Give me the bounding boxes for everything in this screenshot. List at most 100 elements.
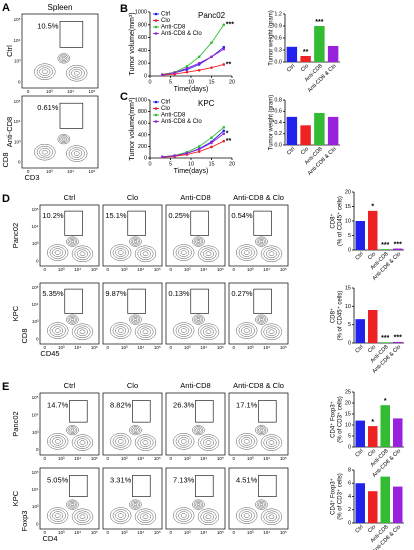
row-label: Ctrl bbox=[5, 45, 14, 57]
y-tick-label: 10⁴ bbox=[32, 302, 39, 307]
point bbox=[185, 65, 189, 68]
y-tick-label: 0.8 bbox=[274, 97, 282, 103]
panel-letter: A bbox=[2, 2, 10, 14]
x-tick-label: Ctrl bbox=[354, 344, 364, 354]
annotation: * bbox=[384, 398, 387, 405]
bar bbox=[286, 116, 298, 145]
series-line bbox=[162, 46, 225, 76]
contour bbox=[238, 246, 255, 259]
contour bbox=[137, 325, 154, 339]
x-tick-label: 0 bbox=[232, 530, 235, 535]
bar bbox=[380, 476, 390, 523]
legend-label: Ctrl bbox=[161, 100, 170, 106]
contour bbox=[236, 244, 258, 261]
contour bbox=[180, 439, 187, 444]
gate bbox=[59, 21, 84, 48]
contour bbox=[66, 499, 79, 510]
x-tick-label: 10⁴ bbox=[263, 456, 270, 461]
contour bbox=[205, 514, 212, 520]
x-tick-label: 10³ bbox=[247, 345, 254, 350]
contour bbox=[255, 236, 268, 247]
gate bbox=[253, 210, 272, 236]
y-tick-label: 10⁴ bbox=[14, 119, 21, 124]
x-tick-label: 20 bbox=[229, 79, 235, 85]
x-tick-label: 0 bbox=[169, 267, 172, 272]
contour bbox=[263, 247, 280, 261]
contour bbox=[134, 323, 157, 341]
y-axis-label: Tumor volume(mm³) bbox=[129, 12, 136, 75]
contour bbox=[180, 250, 187, 255]
bar bbox=[393, 248, 403, 250]
flow-x-label: CD4 bbox=[42, 534, 57, 543]
contour bbox=[79, 329, 86, 335]
contour bbox=[203, 327, 214, 337]
point bbox=[197, 145, 201, 148]
y-tick-label: 0 bbox=[348, 340, 351, 346]
contour bbox=[70, 503, 75, 507]
y-tick-label: 15 bbox=[345, 204, 351, 210]
row-label: Panc02 bbox=[11, 223, 20, 248]
contour bbox=[142, 514, 149, 520]
contour bbox=[192, 236, 205, 247]
series-line bbox=[162, 133, 225, 158]
point bbox=[222, 132, 226, 135]
legend-marker bbox=[154, 25, 158, 29]
column-header: Ctrl bbox=[64, 381, 76, 390]
contour bbox=[115, 326, 127, 335]
y-tick-label: 0.6 bbox=[274, 35, 282, 41]
legend-marker bbox=[154, 107, 158, 110]
contour bbox=[129, 236, 142, 247]
contour bbox=[66, 145, 88, 162]
y-tick-label: 0 bbox=[348, 520, 351, 526]
y-tick-label: 600 bbox=[138, 121, 147, 127]
x-tick-label: 0 bbox=[232, 345, 235, 350]
point bbox=[222, 125, 226, 129]
contour bbox=[67, 500, 78, 509]
bar bbox=[380, 342, 390, 343]
contour bbox=[110, 433, 132, 450]
bar bbox=[393, 341, 403, 343]
contour bbox=[200, 436, 217, 449]
legend-label: Anti-CD8 & Clo bbox=[161, 31, 202, 37]
annotation: *** bbox=[394, 241, 402, 248]
contour bbox=[258, 427, 265, 433]
x-tick-label: Clo bbox=[367, 524, 377, 534]
x-tick-label: 10⁴ bbox=[137, 530, 144, 535]
x-tick-label: 0 bbox=[27, 169, 30, 174]
contour bbox=[54, 328, 61, 333]
contour bbox=[196, 318, 201, 322]
contour bbox=[266, 327, 277, 337]
gate-percent: 5.35% bbox=[42, 289, 64, 298]
legend-marker bbox=[154, 19, 158, 22]
x-tick-label: Clo bbox=[367, 448, 377, 458]
contour bbox=[256, 426, 267, 435]
x-tick-label: Ctrl bbox=[286, 63, 296, 73]
x-tick-label: 10⁴ bbox=[137, 345, 144, 350]
gate bbox=[190, 288, 209, 314]
point bbox=[197, 148, 201, 151]
contour bbox=[54, 250, 61, 255]
x-tick-label: 10 bbox=[188, 79, 194, 85]
contour bbox=[67, 315, 78, 324]
contour bbox=[140, 327, 151, 337]
contour bbox=[66, 64, 88, 82]
contour bbox=[49, 435, 66, 448]
contour bbox=[178, 437, 190, 446]
plot-frame bbox=[39, 392, 100, 456]
y-tick-label: 5 bbox=[348, 322, 351, 328]
contour bbox=[260, 323, 283, 341]
contour bbox=[180, 328, 187, 333]
contour bbox=[110, 322, 132, 339]
contour bbox=[71, 149, 83, 158]
contour bbox=[112, 324, 129, 337]
x-tick-label: 0 bbox=[27, 89, 30, 94]
flow-x-label: CD3 bbox=[24, 173, 39, 182]
legend-label: Anti-CD8 bbox=[161, 113, 186, 119]
point bbox=[185, 70, 189, 74]
contour bbox=[52, 437, 64, 446]
gate-percent: 7.13% bbox=[173, 475, 195, 484]
contour bbox=[69, 316, 76, 323]
gate-percent: 10.2% bbox=[42, 211, 64, 220]
contour bbox=[79, 440, 86, 445]
contour bbox=[36, 65, 53, 78]
